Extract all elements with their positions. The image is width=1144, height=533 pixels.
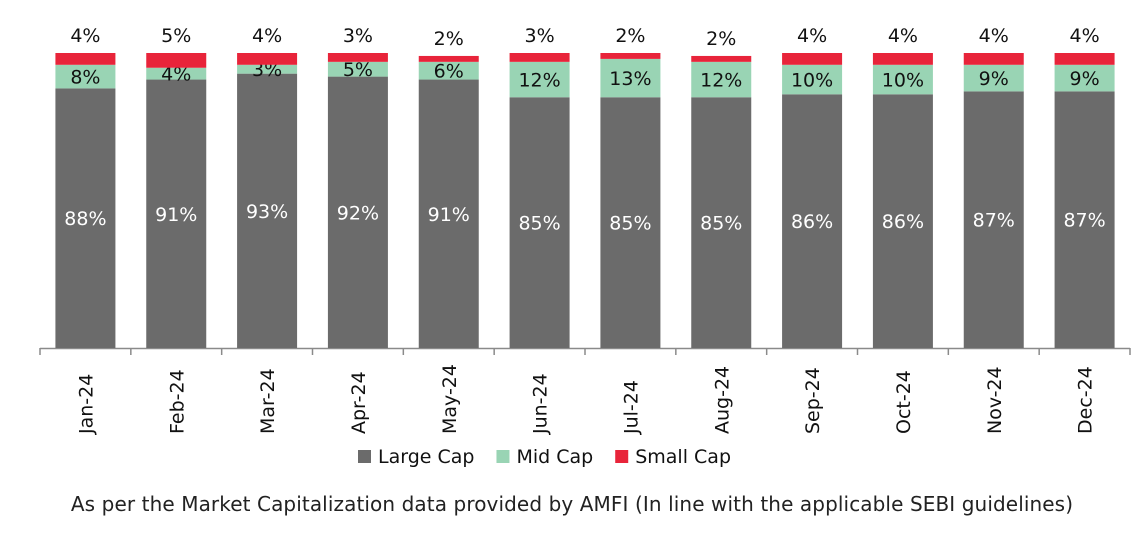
bar-mid-cap <box>327 61 388 77</box>
bar-large-cap <box>509 97 570 348</box>
data-label-small-cap: 4% <box>252 25 282 47</box>
data-label-small-cap: 4% <box>888 25 918 47</box>
bar-large-cap <box>691 97 752 348</box>
data-label-mid-cap: 9% <box>979 68 1009 90</box>
data-label-small-cap: 4% <box>70 25 100 47</box>
x-tick-label: Aug-24 <box>711 366 733 434</box>
data-label-small-cap: 4% <box>1070 25 1100 47</box>
bar-small-cap <box>600 53 661 59</box>
data-label-small-cap: 2% <box>706 28 736 50</box>
data-label-large-cap: 87% <box>1063 210 1105 232</box>
data-label-mid-cap: 10% <box>882 70 924 92</box>
bar-mid-cap <box>509 61 570 98</box>
data-label-mid-cap: 13% <box>609 68 651 90</box>
bar-small-cap <box>509 53 570 62</box>
x-tick-label: Dec-24 <box>1075 366 1097 434</box>
data-label-mid-cap: 4% <box>161 64 191 86</box>
bar-large-cap <box>237 73 298 349</box>
bar-mid-cap <box>146 67 207 80</box>
data-label-small-cap: 5% <box>161 25 191 47</box>
bar-small-cap <box>691 55 752 62</box>
data-label-large-cap: 85% <box>700 213 742 235</box>
data-label-large-cap: 87% <box>973 210 1015 232</box>
bar-large-cap <box>418 79 479 349</box>
bar-small-cap <box>146 53 207 68</box>
data-label-large-cap: 91% <box>155 204 197 226</box>
data-label-mid-cap: 6% <box>434 61 464 83</box>
bar-large-cap <box>55 88 116 349</box>
bar-large-cap <box>146 79 207 349</box>
data-label-mid-cap: 8% <box>70 67 100 89</box>
data-label-mid-cap: 10% <box>791 70 833 92</box>
bar-small-cap <box>872 53 933 65</box>
bar-mid-cap <box>1054 64 1115 92</box>
x-tick-label: Jan-24 <box>75 374 97 435</box>
data-label-small-cap: 4% <box>979 25 1009 47</box>
x-tick-label: Feb-24 <box>166 369 188 434</box>
data-label-small-cap: 4% <box>797 25 827 47</box>
bar-mid-cap <box>418 61 479 80</box>
bar-mid-cap <box>691 61 752 98</box>
data-label-mid-cap: 5% <box>343 59 373 81</box>
data-label-small-cap: 2% <box>434 28 464 50</box>
bar-mid-cap <box>237 64 298 74</box>
legend-label-large-cap: Large Cap <box>378 446 474 468</box>
bar-large-cap <box>1054 91 1115 348</box>
data-label-large-cap: 85% <box>518 213 560 235</box>
bar-large-cap <box>963 91 1024 348</box>
footnote: As per the Market Capitalization data pr… <box>70 492 1074 516</box>
x-tick-label: Oct-24 <box>893 370 915 434</box>
stacked-bar-chart: 88% 8% 4% Jan-24 91% 4% 5% Feb-24 93% 3% 4% Mar-24 9… <box>39 25 1131 468</box>
bar-large-cap <box>327 76 388 348</box>
bar-large-cap <box>600 97 661 348</box>
legend-swatch-large-cap <box>358 450 371 463</box>
data-label-mid-cap: 9% <box>1070 68 1100 90</box>
legend-swatch-mid-cap <box>496 450 510 463</box>
data-label-large-cap: 85% <box>609 213 651 235</box>
data-label-small-cap: 3% <box>343 25 373 47</box>
data-label-large-cap: 93% <box>246 201 288 223</box>
bar-large-cap <box>872 94 933 348</box>
data-label-small-cap: 2% <box>615 25 645 47</box>
data-label-large-cap: 86% <box>882 211 924 233</box>
bar-small-cap <box>327 53 388 62</box>
x-tick-label: May-24 <box>439 364 461 434</box>
bar-large-cap <box>782 94 843 348</box>
x-tick-label: Jul-24 <box>620 380 642 435</box>
data-label-small-cap: 3% <box>525 25 555 47</box>
bar-mid-cap <box>600 58 661 98</box>
bar-mid-cap <box>963 64 1024 92</box>
bar-mid-cap <box>782 64 843 95</box>
data-label-mid-cap: 12% <box>518 70 560 92</box>
data-label-mid-cap: 12% <box>700 70 742 92</box>
data-label-large-cap: 86% <box>791 211 833 233</box>
data-label-large-cap: 88% <box>64 208 106 230</box>
bar-mid-cap <box>55 64 116 89</box>
bar-small-cap <box>237 53 298 65</box>
x-tick-label: Jun-24 <box>530 373 552 435</box>
bar-mid-cap <box>872 64 933 95</box>
bar-small-cap <box>1054 53 1115 65</box>
legend-swatch-small-cap <box>615 450 629 463</box>
data-label-large-cap: 92% <box>337 202 379 224</box>
bar-small-cap <box>963 53 1024 65</box>
bar-small-cap <box>782 53 843 65</box>
legend-label-mid-cap: Mid Cap <box>516 446 593 468</box>
data-label-large-cap: 91% <box>428 204 470 226</box>
bar-small-cap <box>418 55 479 62</box>
x-tick-label: Apr-24 <box>348 371 370 434</box>
legend-label-small-cap: Small Cap <box>635 446 731 468</box>
x-tick-label: Sep-24 <box>802 367 824 434</box>
bar-small-cap <box>55 53 116 65</box>
x-tick-label: Nov-24 <box>984 366 1006 434</box>
x-tick-label: Mar-24 <box>257 368 279 434</box>
